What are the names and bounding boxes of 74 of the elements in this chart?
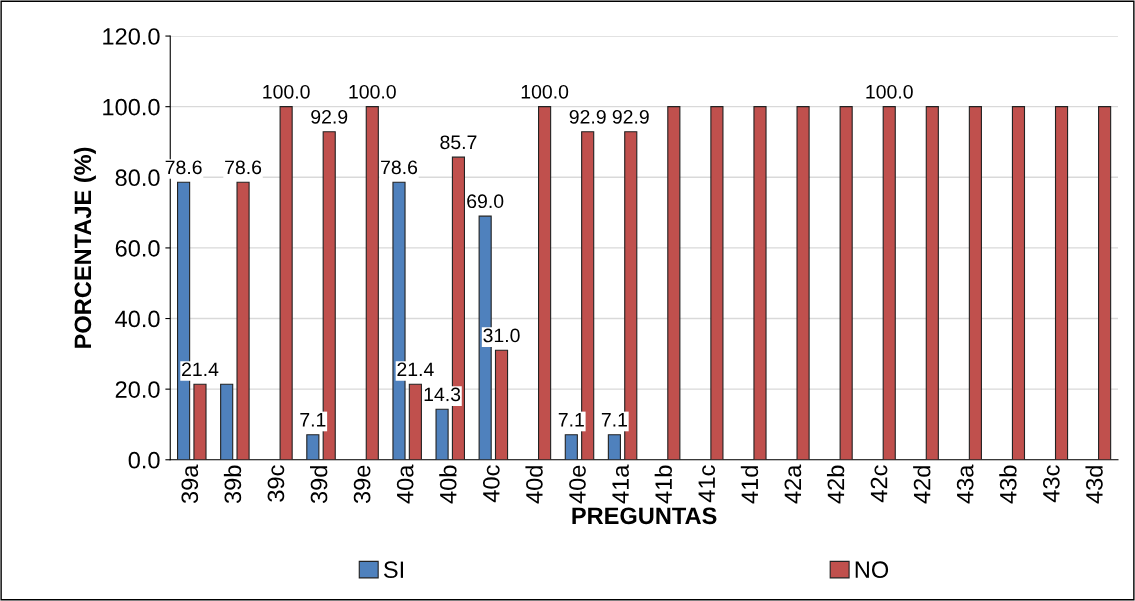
bar bbox=[494, 349, 509, 460]
bar bbox=[538, 106, 552, 460]
y-tick-label: 40.0 bbox=[115, 310, 160, 328]
x-tick-label: 42b bbox=[826, 465, 845, 504]
x-tick-label: 43a bbox=[956, 464, 974, 504]
bar bbox=[236, 181, 250, 460]
bar bbox=[220, 383, 234, 460]
y-tick-label: 20.0 bbox=[115, 381, 160, 398]
data-label: 100.0 bbox=[349, 84, 396, 99]
x-tick-label: 40c bbox=[482, 465, 500, 503]
x-tick-label: 39b bbox=[223, 465, 242, 504]
data-label: 100.0 bbox=[866, 84, 913, 99]
x-tick-label: 39d bbox=[310, 466, 328, 504]
data-label: 7.1 bbox=[558, 413, 584, 427]
data-label: 69.0 bbox=[467, 194, 504, 209]
data-label: 31.0 bbox=[483, 328, 520, 343]
data-label: 92.9 bbox=[612, 109, 649, 124]
x-tick-label: 39c bbox=[267, 465, 285, 502]
data-label: 100.0 bbox=[521, 84, 569, 99]
legend-label: SI bbox=[383, 561, 404, 579]
bar bbox=[968, 106, 982, 460]
data-label: 85.7 bbox=[440, 135, 477, 150]
x-tick-label: 41a bbox=[612, 464, 629, 504]
x-tick-label: 39e bbox=[353, 465, 371, 504]
x-tick-label: 40b bbox=[439, 465, 457, 504]
bar bbox=[1011, 106, 1026, 460]
bar bbox=[408, 383, 422, 460]
data-label: 7.1 bbox=[300, 413, 326, 427]
bar bbox=[839, 106, 853, 460]
x-tick-label: 41b bbox=[654, 465, 672, 504]
bar bbox=[925, 106, 939, 460]
bar bbox=[882, 106, 896, 460]
bar bbox=[753, 106, 767, 460]
x-tick-label: 43d bbox=[1085, 466, 1103, 504]
bar bbox=[607, 434, 621, 460]
x-tick-label: 42a bbox=[784, 464, 802, 504]
y-tick-label: 60.0 bbox=[115, 239, 160, 257]
x-tick-label: 43b bbox=[999, 465, 1017, 504]
x-axis-title: PREGUNTAS bbox=[572, 507, 717, 525]
data-label: 78.6 bbox=[381, 160, 418, 175]
data-label: 92.9 bbox=[569, 109, 606, 124]
x-tick-label: 41c bbox=[698, 465, 716, 503]
y-axis-title: PORCENTAJE (%) bbox=[73, 147, 96, 348]
x-tick-label: 39a bbox=[181, 464, 199, 504]
x-tick-label: 42d bbox=[913, 466, 931, 504]
x-tick-label: 40e bbox=[569, 465, 586, 504]
y-tick-label: 80.0 bbox=[115, 169, 160, 187]
legend-label: NO bbox=[855, 561, 889, 579]
bar bbox=[667, 106, 681, 460]
data-label: 7.1 bbox=[601, 413, 627, 427]
x-tick-label: 40a bbox=[396, 464, 414, 504]
x-tick-label: 40d bbox=[525, 466, 543, 504]
x-tick-label: 41d bbox=[740, 466, 759, 504]
bar bbox=[1054, 106, 1069, 460]
y-tick-label: 100.0 bbox=[103, 98, 160, 116]
bar bbox=[279, 106, 293, 460]
x-tick-label: 43c bbox=[1042, 465, 1060, 503]
data-label: 78.6 bbox=[165, 160, 202, 175]
bar bbox=[564, 434, 578, 460]
bar bbox=[365, 106, 379, 460]
data-label: 100.0 bbox=[263, 84, 310, 99]
data-label: 21.4 bbox=[397, 362, 434, 376]
x-tick-label: 42c bbox=[870, 465, 888, 503]
bar bbox=[710, 106, 724, 460]
y-tick-label: 0.0 bbox=[128, 451, 160, 469]
bar bbox=[306, 434, 320, 460]
y-tick-label: 120.0 bbox=[103, 28, 160, 45]
bar bbox=[1098, 106, 1112, 460]
data-label: 14.3 bbox=[424, 387, 461, 402]
data-label: 92.9 bbox=[311, 109, 348, 124]
bar bbox=[193, 383, 207, 460]
data-label: 21.4 bbox=[182, 362, 219, 376]
data-label: 78.6 bbox=[225, 160, 262, 175]
bar bbox=[796, 106, 810, 460]
